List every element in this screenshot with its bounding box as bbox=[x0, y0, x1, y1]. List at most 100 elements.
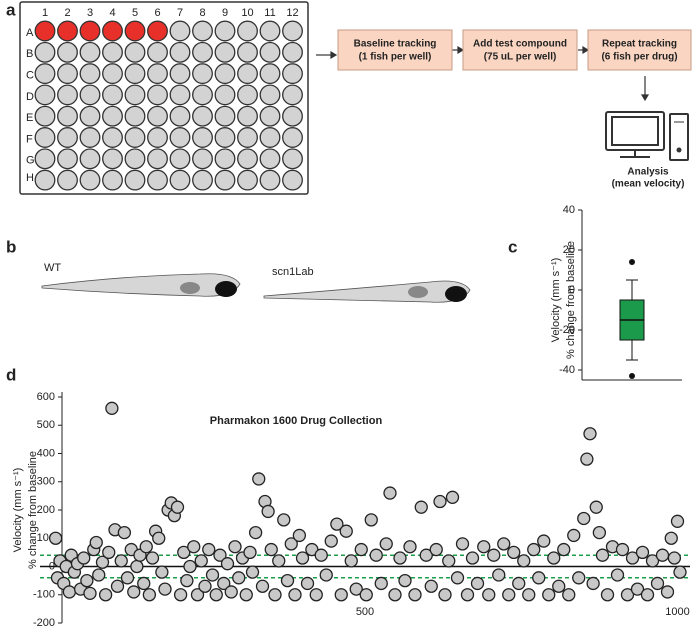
column-label: 4 bbox=[109, 7, 115, 19]
well bbox=[147, 20, 168, 42]
point bbox=[460, 588, 475, 602]
y-tick-label: -200 bbox=[33, 617, 55, 629]
well bbox=[169, 63, 191, 85]
point bbox=[635, 545, 650, 560]
point bbox=[92, 568, 106, 582]
point bbox=[615, 542, 630, 557]
point bbox=[314, 548, 328, 562]
well bbox=[282, 148, 303, 170]
point bbox=[300, 576, 315, 591]
point bbox=[625, 551, 640, 565]
panel-label: d bbox=[6, 365, 16, 384]
point bbox=[487, 548, 501, 562]
point bbox=[272, 554, 286, 568]
well bbox=[34, 63, 56, 85]
point bbox=[620, 588, 635, 602]
x-tick-label: 500 bbox=[356, 606, 374, 618]
well bbox=[214, 20, 236, 42]
well bbox=[79, 105, 101, 127]
well bbox=[57, 148, 78, 170]
well bbox=[102, 169, 123, 191]
well bbox=[124, 84, 146, 106]
well bbox=[124, 20, 146, 42]
point bbox=[142, 588, 157, 602]
point bbox=[364, 513, 378, 527]
point bbox=[438, 588, 452, 602]
well bbox=[259, 20, 281, 42]
point bbox=[388, 588, 402, 602]
point bbox=[80, 573, 94, 588]
well bbox=[79, 127, 101, 148]
well bbox=[259, 84, 281, 106]
point bbox=[470, 576, 485, 591]
well bbox=[57, 127, 78, 148]
well bbox=[282, 63, 303, 85]
point bbox=[77, 551, 91, 565]
well bbox=[192, 169, 213, 191]
point bbox=[95, 555, 110, 569]
point bbox=[522, 588, 536, 602]
well bbox=[282, 105, 303, 127]
y-tick-label: 40 bbox=[563, 204, 575, 216]
fish-label: WT bbox=[44, 262, 61, 274]
flow-title: Baseline tracking bbox=[354, 39, 437, 50]
row-label: D bbox=[26, 91, 34, 103]
well bbox=[259, 148, 281, 170]
well bbox=[192, 63, 213, 85]
y-tick-label: 300 bbox=[37, 476, 55, 488]
well bbox=[102, 41, 123, 63]
point bbox=[319, 568, 333, 582]
well bbox=[192, 127, 213, 148]
point bbox=[130, 559, 144, 574]
well bbox=[79, 84, 101, 106]
point bbox=[408, 588, 422, 602]
point bbox=[137, 576, 151, 591]
column-label: 12 bbox=[286, 7, 298, 19]
point bbox=[89, 535, 103, 550]
column-label: 1 bbox=[42, 7, 48, 19]
point bbox=[194, 554, 208, 568]
computer-icon bbox=[605, 111, 689, 161]
fish-label: scn1Lab bbox=[272, 266, 314, 278]
chart-title: Pharmakon 1600 Drug Collection bbox=[210, 415, 383, 427]
y-tick-label: -40 bbox=[559, 364, 575, 376]
row-label: F bbox=[26, 133, 33, 145]
well bbox=[102, 148, 123, 170]
point bbox=[139, 540, 153, 554]
row-label: A bbox=[26, 27, 34, 39]
well bbox=[237, 84, 258, 106]
point bbox=[261, 504, 275, 519]
point bbox=[83, 586, 97, 600]
point bbox=[562, 588, 576, 602]
point bbox=[660, 585, 675, 599]
well bbox=[169, 105, 191, 127]
y-axis-label: Velocity (mm s⁻¹) bbox=[550, 258, 562, 343]
point bbox=[155, 565, 169, 579]
well bbox=[147, 127, 168, 148]
well bbox=[102, 20, 123, 42]
well bbox=[34, 148, 56, 170]
well bbox=[214, 84, 236, 106]
well bbox=[34, 169, 56, 191]
point bbox=[600, 588, 615, 602]
point bbox=[173, 588, 188, 602]
panel-label: a bbox=[6, 0, 16, 19]
well bbox=[124, 41, 146, 63]
point bbox=[145, 551, 160, 565]
row-label: C bbox=[26, 70, 34, 82]
point bbox=[330, 517, 344, 531]
well bbox=[214, 148, 236, 170]
row-label: G bbox=[26, 155, 35, 167]
point bbox=[424, 579, 438, 593]
well bbox=[147, 41, 168, 63]
point bbox=[670, 514, 685, 528]
point bbox=[664, 531, 678, 545]
well bbox=[169, 84, 191, 106]
well bbox=[57, 63, 78, 85]
point bbox=[324, 534, 338, 548]
point bbox=[655, 548, 670, 562]
well bbox=[214, 41, 236, 63]
well bbox=[192, 20, 213, 42]
well bbox=[282, 20, 303, 42]
point bbox=[105, 401, 119, 415]
